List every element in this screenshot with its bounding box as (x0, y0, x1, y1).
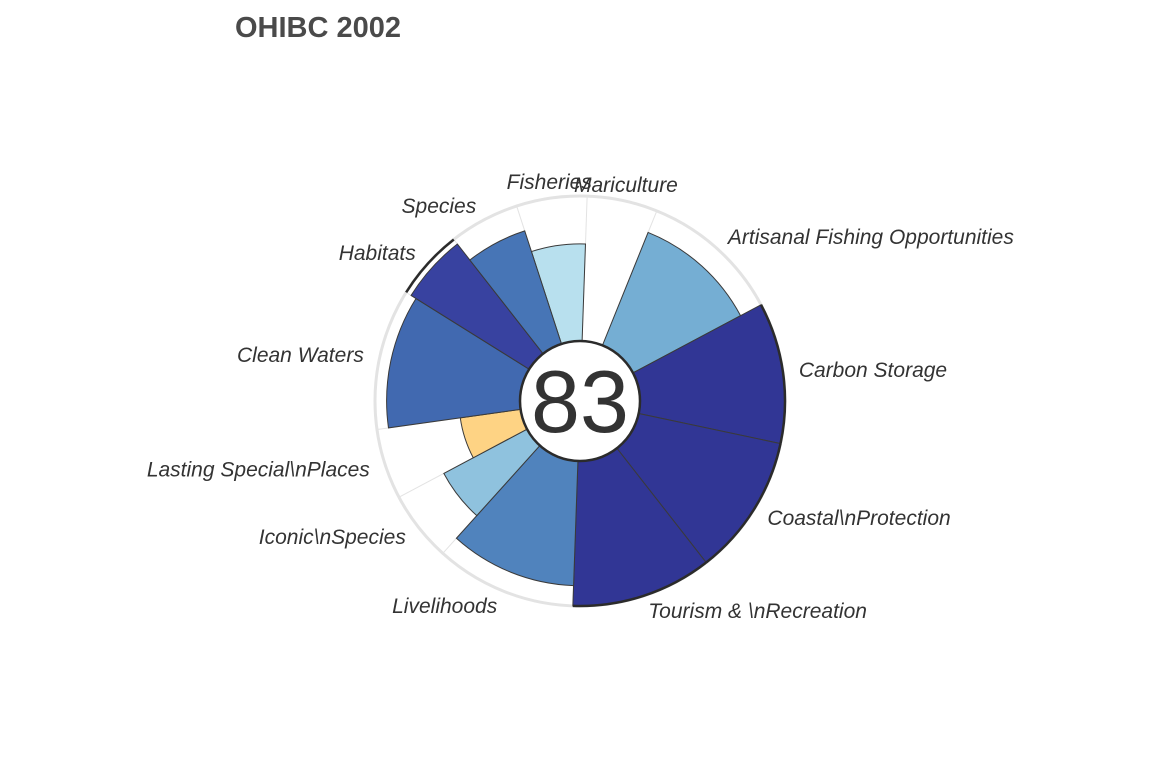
goal-label: Habitats (339, 242, 417, 265)
overall-score: 83 (531, 352, 629, 451)
goal-label: Lasting Special\nPlaces (147, 458, 370, 481)
outline-layer (405, 238, 787, 608)
petal-outline (405, 238, 455, 294)
goal-label: Tourism & \nRecreation (648, 600, 867, 623)
goal-label: Clean Waters (237, 344, 364, 367)
chart-title: OHIBC 2002 (235, 12, 401, 44)
petal-layer (386, 230, 786, 607)
goal-label: Species (402, 195, 477, 218)
goal-label: Coastal\nProtection (767, 507, 950, 530)
goal-label: Mariculture (574, 174, 678, 197)
goal-label: Carbon Storage (799, 359, 947, 382)
center-disk (518, 339, 642, 463)
goal-label: Fisheries (507, 171, 593, 194)
petal-outline (759, 304, 787, 444)
petal-outline (705, 443, 782, 564)
goal-label: Artisanal Fishing Opportunities (726, 226, 1014, 249)
goal-label: Iconic\nSpecies (259, 526, 407, 549)
goal-label: Livelihoods (392, 595, 498, 618)
petal-outline (572, 561, 707, 608)
